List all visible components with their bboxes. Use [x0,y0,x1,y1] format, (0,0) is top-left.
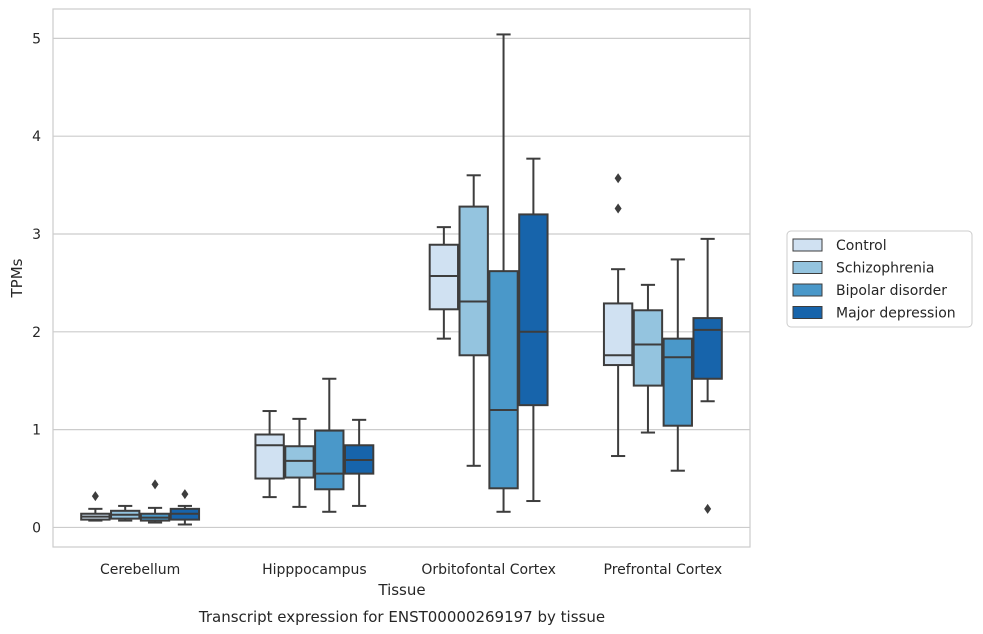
x-axis-ticks: Cerebellum Hipppocampus Orbitofontal Corte… [100,562,722,578]
y-tick-label: 5 [32,31,41,47]
category-group [254,377,375,513]
box [632,309,664,387]
grid-lines [53,37,750,529]
y-tick-label: 1 [32,423,41,439]
outlier-point [181,489,189,500]
legend-swatch [792,238,823,252]
y-tick-label: 2 [32,325,41,341]
legend-swatch [792,283,823,297]
legend-label: Schizophrenia [836,261,934,277]
legend-label: Control [836,238,887,254]
legend-frame [786,230,973,328]
outlier-point [151,479,159,490]
box [692,317,723,380]
outlier-point [614,173,622,184]
y-tick-label: 4 [32,129,41,145]
outlier-point [704,503,712,514]
legend-swatch [792,306,823,319]
box [314,429,345,491]
x-tick-label: Cerebellum [100,562,180,578]
y-tick-label: 0 [32,520,41,536]
chart-caption: Transcript expression for ENST0000026919… [198,608,605,626]
legend-label: Bipolar disorder [836,283,947,299]
box [662,337,693,427]
legend-swatch [792,261,823,274]
x-tick-label: Prefrontal Cortex [604,562,723,578]
outlier-point [614,203,622,214]
legend-label: Major depression [836,306,956,322]
plot-area-frame [52,8,751,548]
box [488,270,519,490]
x-tick-label: Orbitofontal Cortex [421,562,556,578]
box [254,433,285,480]
category-group [428,33,549,513]
x-tick-label: Hipppocampus [262,562,367,578]
legend: Control Schizophrenia Bipolar disorder Majo… [786,230,973,328]
y-axis-label: TPMs [8,258,26,298]
y-axis-ticks: 0 1 2 3 4 5 [32,31,41,536]
box [518,213,549,407]
outlier-point [91,491,99,502]
x-axis-label: Tissue [377,581,425,599]
category-group [80,479,201,526]
y-tick-label: 3 [32,227,41,243]
box [458,205,489,357]
box-groups [80,33,723,526]
category-group [602,173,723,514]
